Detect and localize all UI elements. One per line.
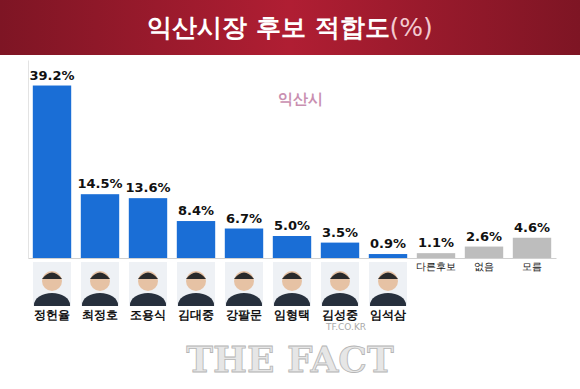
chart-root: 익산시장 후보 적합도(%) 익산시정헌율 최정호 조용식 김대중 강팔문 임형택 김성중 임석… <box>0 0 580 389</box>
site-watermark: TF.CO.KR <box>325 322 366 332</box>
avatar-hair <box>90 273 110 280</box>
x-axis: 정헌율 최정호 조용식 김대중 강팔문 임형택 김성중 임석삼 다른후보 없음 모름 <box>29 258 557 322</box>
data-label: 39.2% <box>29 68 74 83</box>
data-label: 3.5% <box>322 225 358 240</box>
avatar-body <box>274 293 310 306</box>
brand-watermark: THE FACT <box>186 338 394 380</box>
x-tick: 최정호 <box>82 258 118 322</box>
avatar-head <box>330 271 350 291</box>
x-tick: 강팔문 <box>226 258 262 322</box>
x-tick: 모름 <box>522 258 542 272</box>
avatar-body <box>34 293 70 306</box>
avatar-head <box>186 271 206 291</box>
avatar <box>33 262 71 306</box>
avatar-body <box>82 293 118 306</box>
bar <box>129 198 167 258</box>
avatar-body <box>322 293 358 306</box>
avatar-hair <box>138 273 158 280</box>
data-label: 0.9% <box>370 236 406 251</box>
avatar-head <box>138 271 158 291</box>
avatar-body <box>226 293 262 306</box>
avatar-head <box>42 271 62 291</box>
avatar <box>321 262 359 306</box>
avatar-hair <box>330 273 350 280</box>
avatar-hair <box>378 273 398 280</box>
bar <box>417 253 455 258</box>
avatar-body <box>178 293 214 306</box>
x-tick-label: 다른후보 <box>416 261 456 272</box>
x-tick: 정헌율 <box>34 258 70 322</box>
x-tick: 임형택 <box>274 258 310 322</box>
avatar-hair <box>42 273 62 280</box>
bar <box>225 229 263 258</box>
avatar-head <box>234 271 254 291</box>
bar <box>465 247 503 258</box>
logo-watermark: 익산시 <box>278 90 323 108</box>
x-tick-label: 임석삼 <box>370 308 406 322</box>
avatar-hair <box>186 273 206 280</box>
data-label: 13.6% <box>125 180 170 195</box>
avatar-head <box>378 271 398 291</box>
x-tick-label: 없음 <box>474 261 494 272</box>
avatar-head <box>90 271 110 291</box>
x-tick-label: 모름 <box>522 261 542 272</box>
avatar-body <box>370 293 406 306</box>
x-tick-label: 최정호 <box>82 308 118 322</box>
x-tick: 김성중 <box>322 258 358 322</box>
data-label: 4.6% <box>514 220 550 235</box>
data-label: 8.4% <box>178 203 214 218</box>
data-label: 2.6% <box>466 229 502 244</box>
avatar-head <box>282 271 302 291</box>
bar <box>369 254 407 258</box>
x-tick-label: 강팔문 <box>226 308 262 322</box>
x-tick-label: 조용식 <box>130 308 166 322</box>
bars <box>33 86 551 258</box>
data-labels: 39.2% 14.5%13.6% 8.4% 6.7% 5.0% 3.5% 0.9% 1.1% 2… <box>29 68 550 252</box>
bar <box>177 221 215 258</box>
avatar <box>273 262 311 306</box>
avatar <box>81 262 119 306</box>
bar <box>321 243 359 258</box>
y-axis <box>28 61 29 259</box>
x-tick: 조용식 <box>130 258 166 322</box>
data-label: 5.0% <box>274 218 310 233</box>
x-tick-label: 임형택 <box>274 308 310 322</box>
avatar-body <box>130 293 166 306</box>
x-tick: 임석삼 <box>370 258 406 322</box>
bar <box>513 238 551 258</box>
bar <box>33 86 71 258</box>
data-label: 6.7% <box>226 211 262 226</box>
avatar-hair <box>282 273 302 280</box>
data-label: 1.1% <box>418 235 454 250</box>
title: 익산시장 후보 적합도(%) <box>147 13 433 42</box>
data-label: 14.5% <box>77 176 122 191</box>
x-axis-line <box>29 258 557 259</box>
avatar <box>225 262 263 306</box>
avatar <box>369 262 407 306</box>
avatar-hair <box>234 273 254 280</box>
bar <box>81 194 119 258</box>
avatar <box>129 262 167 306</box>
avatar <box>177 262 215 306</box>
x-tick: 김대중 <box>178 258 214 322</box>
y-axis-line <box>28 61 29 259</box>
bar <box>273 236 311 258</box>
x-tick: 없음 <box>474 258 494 272</box>
x-tick-label: 김성중 <box>322 308 358 322</box>
x-tick-label: 김대중 <box>178 308 214 322</box>
title-band <box>0 0 580 55</box>
x-tick: 다른후보 <box>416 258 456 272</box>
x-tick-label: 정헌율 <box>34 308 70 322</box>
